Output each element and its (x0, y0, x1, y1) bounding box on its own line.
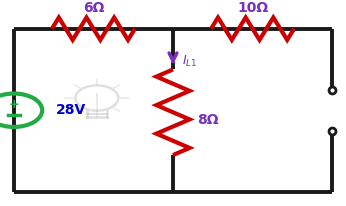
Text: 28V: 28V (56, 103, 86, 117)
Text: $I_{L1}$: $I_{L1}$ (182, 54, 197, 69)
Text: 10Ω: 10Ω (237, 1, 268, 15)
Text: 6Ω: 6Ω (83, 1, 104, 15)
Text: +: + (9, 98, 19, 111)
Text: 8Ω: 8Ω (197, 114, 219, 128)
